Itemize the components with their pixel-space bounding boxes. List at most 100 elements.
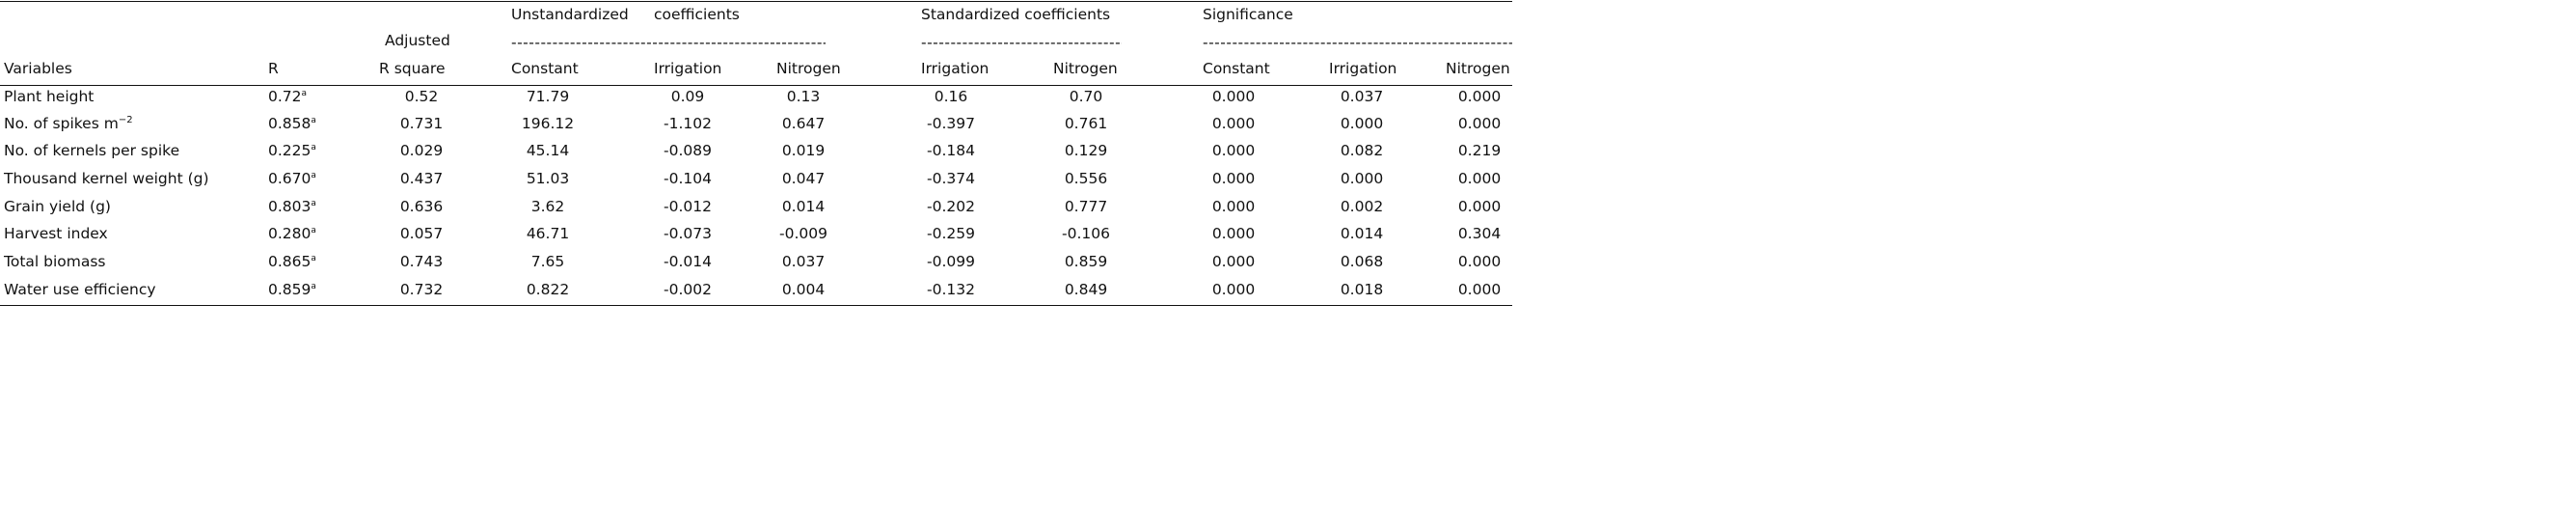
- cell-irrigation: -0.014: [664, 253, 712, 270]
- cell-r: 0.225a: [268, 142, 316, 159]
- cell-variable: Harvest index: [4, 225, 108, 242]
- cell-constant: 51.03: [526, 170, 570, 187]
- cell-std-nitrogen: 0.849: [1064, 281, 1108, 298]
- cell-sig-nitrogen: 0.000: [1457, 198, 1502, 215]
- cell-constant: 3.62: [530, 198, 565, 215]
- header-adjusted: Adjusted: [385, 32, 450, 49]
- cell-sig-nitrogen: 0.000: [1457, 88, 1502, 105]
- r-footnote-marker: a: [311, 282, 316, 291]
- cell-std-irrigation: -0.259: [927, 225, 975, 242]
- cell-sig-nitrogen: 0.000: [1457, 115, 1502, 132]
- cell-sig-nitrogen: 0.219: [1457, 142, 1502, 159]
- table-top-rule: [0, 1, 1512, 2]
- cell-sig-irrigation: 0.082: [1340, 142, 1384, 159]
- cell-variable: No. of spikes m−2: [4, 115, 133, 132]
- cell-nitrogen: 0.047: [781, 170, 826, 187]
- cell-sig-constant: 0.000: [1211, 115, 1256, 132]
- cell-adjusted-r-square: 0.731: [399, 115, 444, 132]
- cell-std-irrigation: -0.184: [927, 142, 975, 159]
- cell-adjusted-r-square: 0.732: [399, 281, 444, 298]
- cell-nitrogen: 0.019: [781, 142, 826, 159]
- cell-sig-nitrogen: 0.000: [1457, 170, 1502, 187]
- cell-r: 0.858a: [268, 115, 316, 132]
- cell-std-nitrogen: 0.129: [1064, 142, 1108, 159]
- cell-adjusted-r-square: 0.636: [399, 198, 444, 215]
- col-sig-constant: Constant: [1203, 60, 1270, 77]
- cell-adjusted-r-square: 0.057: [399, 225, 444, 242]
- cell-variable: Water use efficiency: [4, 281, 156, 298]
- cell-constant: 0.822: [526, 281, 570, 298]
- cell-variable: Thousand kernel weight (g): [4, 170, 209, 187]
- cell-sig-constant: 0.000: [1211, 253, 1256, 270]
- col-nitrogen: Nitrogen: [776, 60, 841, 77]
- cell-sig-irrigation: 0.000: [1340, 170, 1384, 187]
- cell-sig-irrigation: 0.037: [1340, 88, 1384, 105]
- cell-r: 0.803a: [268, 198, 316, 215]
- cell-sig-constant: 0.000: [1211, 170, 1256, 187]
- r-footnote-marker: a: [301, 89, 308, 98]
- cell-r: 0.280a: [268, 225, 316, 242]
- cell-std-irrigation: 0.16: [934, 88, 968, 105]
- cell-sig-irrigation: 0.018: [1340, 281, 1384, 298]
- header-unstandardized: Unstandardized: [511, 6, 629, 23]
- col-constant: Constant: [511, 60, 579, 77]
- cell-sig-nitrogen: 0.000: [1457, 253, 1502, 270]
- cell-sig-constant: 0.000: [1211, 142, 1256, 159]
- cell-adjusted-r-square: 0.52: [404, 88, 439, 105]
- cell-r: 0.670a: [268, 170, 316, 187]
- cell-nitrogen: -0.009: [779, 225, 827, 242]
- col-sig-nitrogen: Nitrogen: [1446, 60, 1510, 77]
- cell-nitrogen: 0.13: [786, 88, 821, 105]
- cell-irrigation: -0.073: [664, 225, 712, 242]
- cell-irrigation: -1.102: [664, 115, 712, 132]
- cell-sig-irrigation: 0.002: [1340, 198, 1384, 215]
- col-sig-irrigation: Irrigation: [1329, 60, 1397, 77]
- cell-variable: Total biomass: [4, 253, 106, 270]
- header-standardized-coefficients: Standardized coefficients: [921, 6, 1111, 23]
- cell-sig-constant: 0.000: [1211, 281, 1256, 298]
- cell-adjusted-r-square: 0.029: [399, 142, 444, 159]
- cell-constant: 196.12: [521, 115, 575, 132]
- r-footnote-marker: a: [311, 199, 316, 208]
- cell-std-irrigation: -0.099: [927, 253, 975, 270]
- cell-constant: 45.14: [526, 142, 570, 159]
- cell-sig-nitrogen: 0.304: [1457, 225, 1502, 242]
- cell-sig-constant: 0.000: [1211, 88, 1256, 105]
- unit-exponent: −2: [118, 115, 133, 125]
- cell-nitrogen: 0.004: [781, 281, 826, 298]
- cell-sig-irrigation: 0.014: [1340, 225, 1384, 242]
- cell-r: 0.72a: [268, 88, 308, 105]
- spanner-unstandardized: ----------------------------------------…: [511, 34, 826, 51]
- cell-irrigation: -0.089: [664, 142, 712, 159]
- cell-variable: Grain yield (g): [4, 198, 111, 215]
- cell-adjusted-r-square: 0.743: [399, 253, 444, 270]
- cell-constant: 46.71: [526, 225, 570, 242]
- cell-std-nitrogen: 0.70: [1069, 88, 1103, 105]
- col-std-nitrogen: Nitrogen: [1053, 60, 1118, 77]
- cell-constant: 71.79: [526, 88, 570, 105]
- col-std-irrigation: Irrigation: [921, 60, 990, 77]
- cell-irrigation: 0.09: [670, 88, 705, 105]
- r-footnote-marker: a: [311, 226, 316, 235]
- header-coefficients: coefficients: [654, 6, 740, 23]
- cell-std-nitrogen: 0.761: [1064, 115, 1108, 132]
- cell-std-nitrogen: 0.777: [1064, 198, 1108, 215]
- cell-r: 0.865a: [268, 253, 316, 270]
- col-variables: Variables: [4, 60, 72, 77]
- cell-irrigation: -0.012: [664, 198, 712, 215]
- cell-nitrogen: 0.014: [781, 198, 826, 215]
- table-bottom-rule: [0, 305, 1512, 306]
- col-adjusted-r-square: R square: [379, 60, 446, 77]
- cell-variable: No. of kernels per spike: [4, 142, 180, 159]
- cell-sig-irrigation: 0.068: [1340, 253, 1384, 270]
- cell-std-nitrogen: 0.556: [1064, 170, 1108, 187]
- spanner-significance: ----------------------------------------…: [1203, 34, 1512, 51]
- cell-adjusted-r-square: 0.437: [399, 170, 444, 187]
- cell-std-nitrogen: 0.859: [1064, 253, 1108, 270]
- header-significance: Significance: [1203, 6, 1293, 23]
- r-footnote-marker: a: [311, 171, 316, 180]
- header-rule: [0, 85, 1512, 86]
- cell-sig-nitrogen: 0.000: [1457, 281, 1502, 298]
- col-irrigation: Irrigation: [654, 60, 722, 77]
- cell-sig-irrigation: 0.000: [1340, 115, 1384, 132]
